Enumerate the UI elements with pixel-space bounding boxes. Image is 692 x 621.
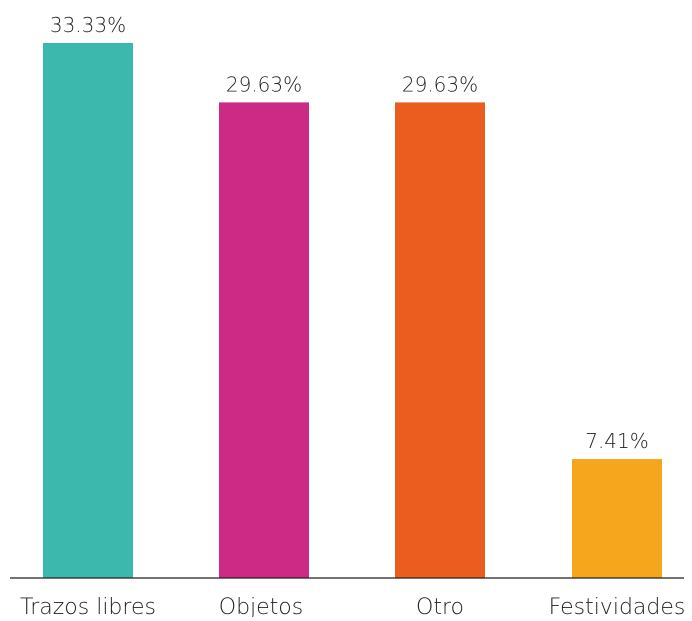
category-label-1: Objetos — [219, 595, 303, 617]
category-labels-layer: Trazos libres Objetos Otro Festividades — [20, 595, 686, 620]
category-label-0: Trazos libres — [20, 595, 156, 617]
bar-2 — [395, 102, 485, 579]
bar-1 — [219, 102, 309, 579]
category-label-2: Otro — [416, 595, 464, 617]
value-label-1: 29.63% — [226, 72, 302, 96]
category-label-3: Festividades — [549, 595, 686, 617]
bar-0 — [43, 43, 133, 578]
value-label-3: 7.41% — [585, 429, 649, 453]
value-label-2: 29.63% — [402, 72, 478, 96]
bars-layer — [43, 43, 662, 579]
value-label-0: 33.33% — [50, 13, 126, 37]
bar-3 — [572, 459, 662, 578]
value-labels-layer: 33.33% 29.63% 29.63% 7.41% — [50, 13, 649, 453]
